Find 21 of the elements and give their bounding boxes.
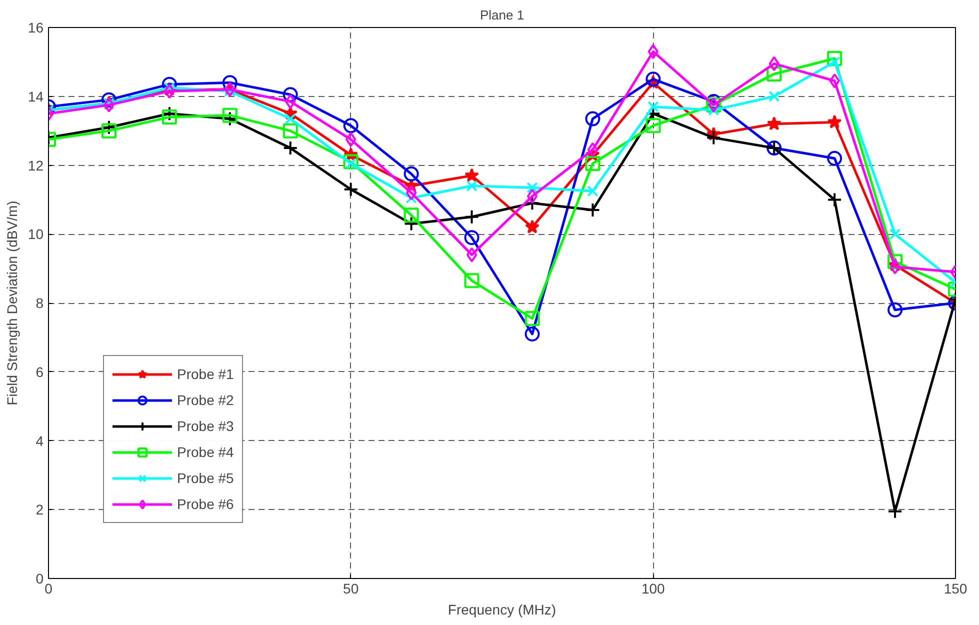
y-tick-label: 14 bbox=[28, 88, 44, 104]
legend-label: Probe #4 bbox=[177, 444, 234, 460]
y-tick-label: 8 bbox=[36, 295, 44, 311]
x-tick-label: 100 bbox=[641, 580, 666, 596]
x-tick-label: 50 bbox=[343, 580, 359, 596]
y-tick-label: 10 bbox=[28, 226, 44, 242]
legend-label: Probe #1 bbox=[177, 366, 234, 382]
legend-label: Probe #5 bbox=[177, 470, 234, 486]
y-tick-label: 6 bbox=[36, 364, 44, 380]
y-tick-label: 2 bbox=[36, 502, 44, 518]
legend-label: Probe #2 bbox=[177, 392, 234, 408]
x-axis-title: Frequency (MHz) bbox=[448, 602, 556, 618]
y-tick-label: 16 bbox=[28, 20, 44, 36]
y-axis-title: Field Strength Deviation (dBV/m) bbox=[4, 200, 20, 406]
y-tick-label: 0 bbox=[36, 570, 44, 586]
y-tick-label: 4 bbox=[36, 432, 44, 449]
x-tick-label: 150 bbox=[944, 580, 968, 596]
legend-label: Probe #6 bbox=[177, 496, 234, 512]
chart-title: Plane 1 bbox=[480, 8, 524, 22]
legend-label: Probe #3 bbox=[177, 418, 234, 434]
y-tick-label: 12 bbox=[28, 157, 44, 174]
